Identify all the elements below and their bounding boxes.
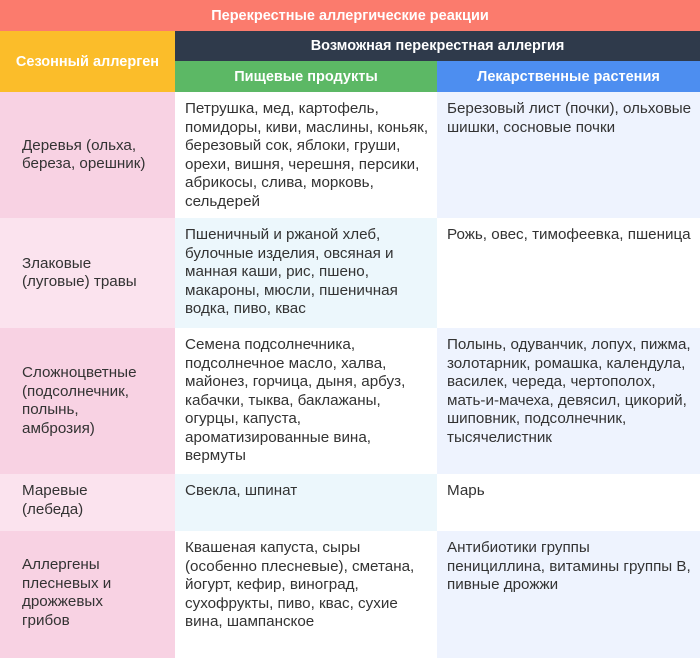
table-row: Сложноцветные (подсолнечник, полынь, амб…	[0, 328, 700, 474]
table-row: Аллергены плесневых и дрожжевых грибов К…	[0, 531, 700, 658]
table-title: Перекрестные аллергические реакции	[0, 0, 700, 31]
season-text: Деревья (ольха, береза, орешник)	[22, 136, 146, 173]
food-products-header: Пищевые продукты	[175, 61, 437, 92]
season-text: Маревые (лебеда)	[22, 482, 88, 518]
food-cell: Квашеная капуста, сыры (особенно плеснев…	[175, 531, 437, 658]
table-row: Злаковые (луговые) травы Пшеничный и ржа…	[0, 218, 700, 328]
season-cell: Злаковые (луговые) травы	[0, 218, 175, 328]
table-row: Деревья (ольха, береза, орешник) Петрушк…	[0, 92, 700, 218]
food-cell: Свекла, шпинат	[175, 474, 437, 531]
food-cell: Пшеничный и ржаной хлеб, булочные издели…	[175, 218, 437, 328]
herbs-cell: Марь	[437, 474, 700, 531]
cross-allergy-header: Возможная перекрестная аллергия	[175, 31, 700, 61]
season-cell: Деревья (ольха, береза, орешник)	[0, 92, 175, 218]
food-cell: Семена подсолнечника, подсолнечное масло…	[175, 328, 437, 474]
season-cell: Аллергены плесневых и дрожжевых грибов	[0, 531, 175, 658]
season-text: Аллергены плесневых и дрожжевых грибов	[22, 556, 112, 629]
season-text: Сложноцветные (подсолнечник, полынь, амб…	[22, 364, 137, 437]
season-allergen-header: Сезонный аллерген	[0, 31, 175, 92]
herbs-cell: Антибиотики группы пенициллина, витамины…	[437, 531, 700, 658]
herbs-cell: Полынь, одуванчик, лопух, пижма, золотар…	[437, 328, 700, 474]
season-cell: Маревые (лебеда)	[0, 474, 175, 531]
season-cell: Сложноцветные (подсолнечник, полынь, амб…	[0, 328, 175, 474]
season-text: Злаковые (луговые) травы	[22, 254, 137, 291]
herbs-cell: Березовый лист (почки), ольховые шишки, …	[437, 92, 700, 218]
food-cell: Петрушка, мед, картофель, помидоры, киви…	[175, 92, 437, 218]
table-row: Маревые (лебеда) Свекла, шпинат Марь	[0, 474, 700, 531]
herbs-cell: Рожь, овес, тимофеевка, пшеница	[437, 218, 700, 328]
medicinal-plants-header: Лекарственные растения	[437, 61, 700, 92]
